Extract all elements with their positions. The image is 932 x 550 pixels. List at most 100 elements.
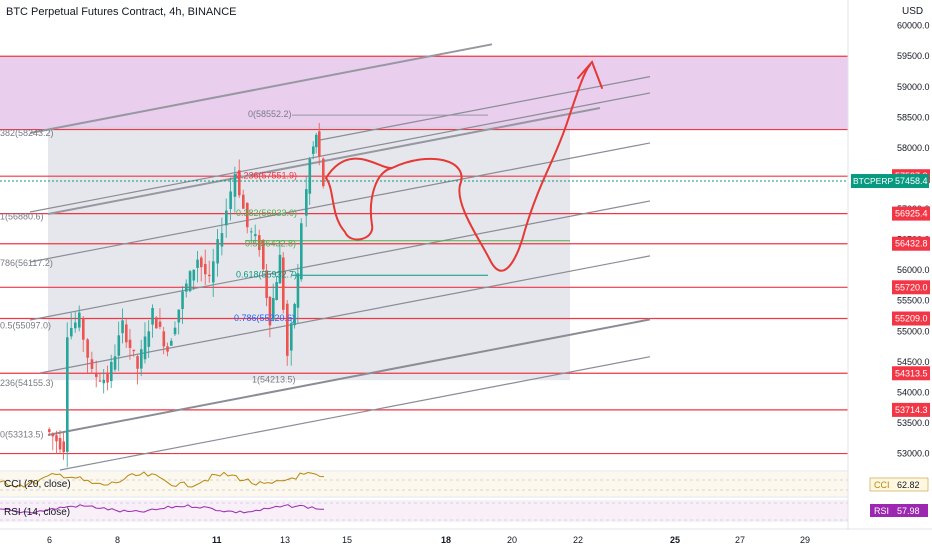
channel-line	[59, 356, 651, 471]
channel-line	[319, 76, 651, 141]
candle-body	[250, 231, 253, 233]
currency-label: USD	[902, 6, 924, 17]
candle-body	[125, 324, 128, 343]
level-price-badge	[892, 280, 930, 295]
rsi-pane-bg	[0, 500, 848, 522]
candle-body	[140, 349, 143, 369]
candle-body	[242, 194, 245, 209]
candle-body	[86, 339, 89, 358]
candle-body	[312, 146, 315, 154]
projection-arrowhead	[577, 60, 603, 89]
supply-zone	[0, 56, 848, 130]
price-axis-bg	[848, 0, 932, 530]
fib-left-label: 786(56117.2)	[0, 258, 53, 268]
candle-body	[216, 239, 219, 264]
level-price-badge-text: 55720.0	[895, 282, 928, 292]
current-price-text: 57458.4	[895, 176, 928, 186]
candle-body	[117, 335, 121, 356]
rsi-badge-name: RSI	[874, 506, 889, 516]
candle-body	[170, 340, 173, 346]
candle-body	[51, 433, 55, 437]
candle-body	[147, 331, 151, 347]
candle-body	[200, 257, 203, 268]
candle-body	[225, 210, 228, 226]
date-tick-label: 22	[573, 535, 583, 545]
candle-body	[48, 429, 51, 432]
date-tick-label: 29	[800, 535, 810, 545]
candle-body	[238, 170, 241, 196]
candle-body	[70, 327, 73, 337]
fib-inner-label: 0.382(56933.0)	[236, 208, 297, 218]
price-tick-label: 55000.0	[897, 326, 930, 336]
candle-body	[220, 233, 224, 247]
date-tick-label: 20	[507, 535, 517, 545]
candle-body	[265, 270, 268, 298]
candle-body	[192, 269, 196, 281]
candle-body	[166, 346, 169, 352]
rsi-indicator-label[interactable]: RSI (14, close)	[4, 507, 71, 518]
fib-inner-label: 0.5(56432.8)	[245, 239, 296, 249]
date-tick-label: 15	[342, 535, 352, 545]
level-price-badge	[892, 402, 930, 417]
date-tick-label: 18	[441, 535, 451, 545]
price-tick-label: 53500.0	[897, 418, 930, 428]
candle-body	[136, 356, 139, 369]
fib-left-label: 0(53313.5)	[0, 429, 44, 439]
rsi-line	[0, 504, 324, 514]
price-tick-label: 58500.0	[897, 112, 930, 122]
rsi-badge-value: 57.98	[897, 506, 920, 516]
candle-body	[290, 323, 293, 351]
candle-body	[296, 273, 300, 308]
candle-body	[278, 254, 282, 284]
candle-body	[95, 372, 98, 377]
candle-body	[196, 259, 199, 268]
fib-inner-label: 1(54213.5)	[252, 374, 296, 384]
cci-indicator-label[interactable]: CCI (20, close)	[4, 479, 71, 490]
fib-left-label: 0.5(55097.0)	[0, 320, 51, 330]
date-tick-label: 25	[670, 535, 680, 545]
candle-body	[155, 317, 158, 329]
candle-body	[66, 337, 69, 452]
fib-inner-label: 0.236(57551.9)	[236, 170, 297, 180]
price-tick-label: 53000.0	[897, 449, 930, 459]
candle-body	[185, 283, 188, 292]
candle-body	[74, 322, 77, 329]
candle-body	[233, 174, 237, 197]
level-price-badge-text: 55209.0	[895, 314, 928, 324]
candle-body	[258, 235, 261, 251]
price-tick-label: 54000.0	[897, 387, 930, 397]
candle-body	[162, 331, 166, 347]
candle-body	[151, 307, 154, 325]
candle-body	[98, 380, 102, 382]
cci-badge-name: CCI	[874, 480, 890, 490]
date-tick-label: 11	[212, 535, 222, 545]
candle-body	[82, 318, 85, 340]
level-price-badge-text: 53714.3	[895, 405, 928, 415]
chart-title: BTC Perpetual Futures Contract, 4h, BINA…	[6, 6, 237, 18]
price-tick-label: 56000.0	[897, 265, 930, 275]
fib-left-label: 1(56880.6)	[0, 211, 44, 221]
price-tick-label: 60000.0	[897, 21, 930, 31]
channel-line	[47, 318, 651, 436]
date-tick-label: 13	[280, 535, 290, 545]
fib-inner-label: 0.618(55932.7)	[236, 269, 297, 279]
channel-line	[29, 92, 651, 213]
candle-body	[204, 263, 207, 275]
candle-body	[132, 349, 136, 352]
level-price-badge	[892, 366, 930, 381]
candle-body	[173, 327, 177, 335]
price-tick-label: 58000.0	[897, 143, 930, 153]
candle-body	[305, 189, 308, 216]
price-tick-label: 55500.0	[897, 296, 930, 306]
candle-body	[55, 435, 58, 442]
candle-body	[275, 282, 278, 300]
candle-body	[293, 303, 296, 326]
candle-body	[102, 379, 106, 384]
level-price-badge-text: 56925.4	[895, 209, 928, 219]
date-tick-label: 27	[735, 535, 745, 545]
cci-badge	[869, 477, 929, 492]
candle-body	[254, 234, 257, 237]
channel-line	[29, 200, 651, 321]
